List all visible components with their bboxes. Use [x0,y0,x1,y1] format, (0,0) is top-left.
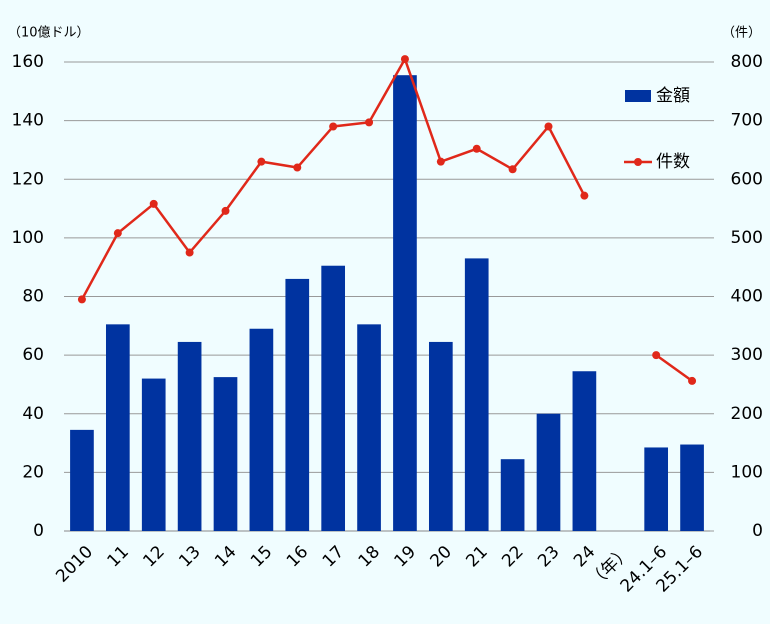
bar [213,377,238,531]
y2-axis-unit: （件） [722,26,761,41]
y-axis-unit: （10億ドル） [8,25,90,41]
line-point [257,157,266,166]
y-tick-label: 120 [12,169,44,189]
y-tick-label: 0 [33,521,44,541]
line-point [77,295,86,304]
bar [572,371,597,531]
bar [249,328,274,531]
bar [321,265,346,531]
y-tick-label: 60 [22,345,44,365]
bar [285,278,310,531]
line-point [472,144,481,153]
line-point [185,248,194,257]
bar [464,258,489,531]
line-point [508,165,517,174]
bar [500,459,525,531]
line-point [221,206,230,215]
line-point [652,351,661,360]
bar [177,341,202,531]
y2-tick-label: 100 [731,462,763,482]
line-point [293,163,302,172]
line-point [544,122,553,131]
y2-tick-label: 0 [752,521,763,541]
legend-label: 金額 [656,86,690,106]
line-point [113,229,122,238]
bar [644,447,669,531]
y-tick-label: 140 [12,111,44,131]
bar [428,341,453,531]
y-tick-label: 80 [22,287,44,307]
line-point [400,55,409,64]
y-tick-label: 160 [12,52,44,72]
y2-tick-label: 600 [731,169,763,189]
bar [141,378,166,531]
bar [393,75,417,532]
legend-swatch [625,90,651,102]
line-point [688,376,697,385]
line-point [580,191,589,200]
bar [357,324,381,531]
y2-tick-label: 800 [731,52,763,72]
legend-marker [634,158,642,166]
bar [680,444,704,531]
line-point [436,157,445,166]
bar [536,413,561,531]
line-point [365,118,374,127]
legend-label: 件数 [656,152,690,172]
y-tick-label: 20 [22,462,44,482]
y2-tick-label: 700 [731,111,763,131]
y-tick-label: 40 [22,404,44,424]
y2-tick-label: 500 [731,228,763,248]
y2-tick-label: 200 [731,404,763,424]
line-point [329,122,338,131]
y2-tick-label: 400 [731,287,763,307]
y2-tick-label: 300 [731,345,763,365]
bar [70,429,94,531]
line-point [149,199,158,208]
y-tick-label: 100 [12,228,44,248]
bar [105,324,130,531]
